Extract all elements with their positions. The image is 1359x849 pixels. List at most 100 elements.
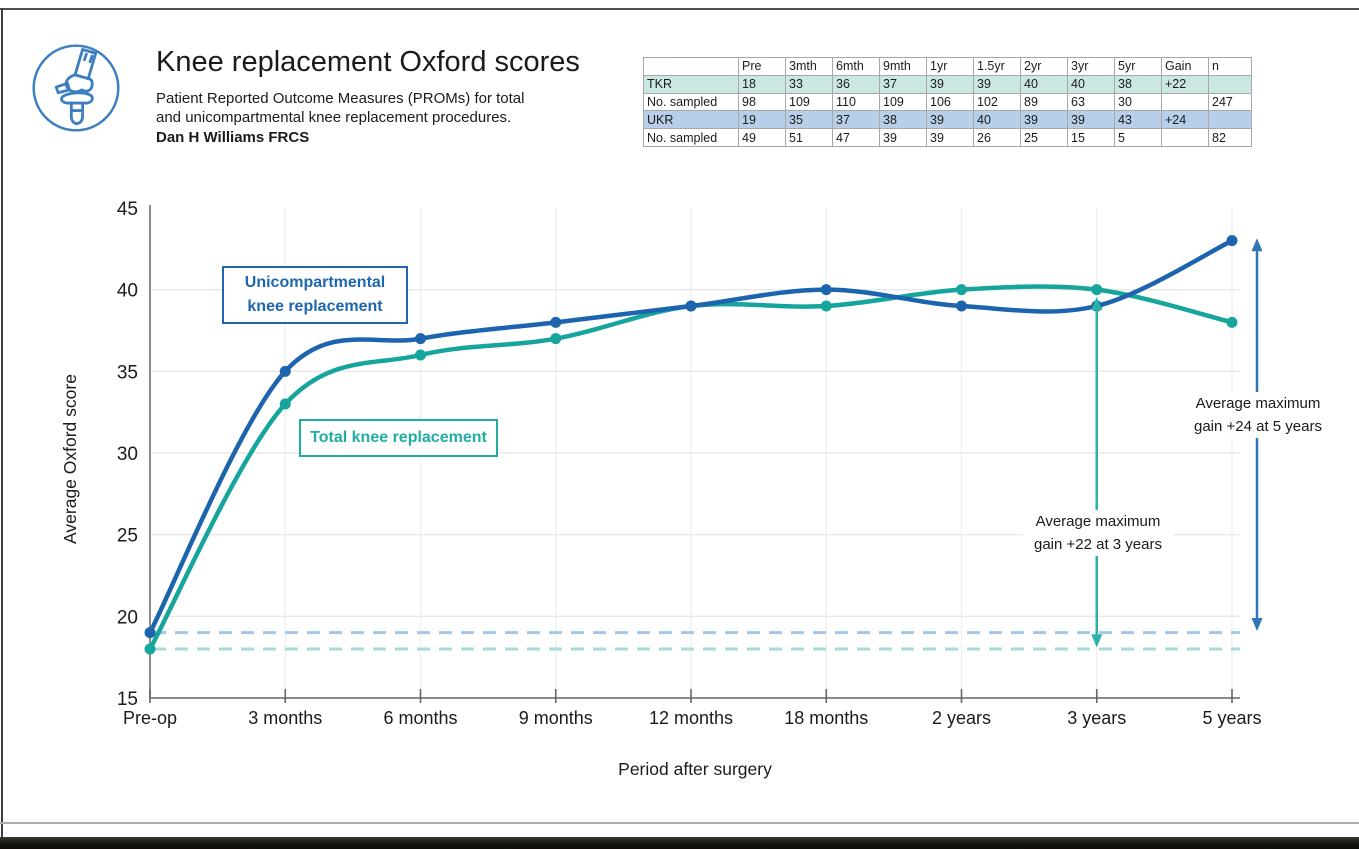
x-axis-title: Period after surgery — [618, 759, 772, 779]
x-tick-label: 2 years — [932, 708, 991, 728]
table-cell: 40 — [1067, 74, 1115, 94]
x-tick-label: 6 months — [383, 708, 457, 728]
table-cell: 30 — [1114, 92, 1162, 112]
annotation-gain-22: Average maximum gain +22 at 3 years — [1023, 510, 1173, 556]
table-cell: 49 — [738, 128, 786, 147]
arrow-head-down — [1251, 618, 1263, 632]
data-point — [1226, 316, 1238, 328]
subtitle-line-1: Patient Reported Outcome Measures (PROMs… — [156, 90, 525, 107]
table-cell: 39 — [1020, 110, 1068, 130]
table-cell: 89 — [1020, 92, 1068, 112]
table-column-header: 5yr — [1114, 57, 1162, 76]
table-cell: UKR — [643, 110, 739, 130]
table-cell: 40 — [973, 110, 1021, 130]
slide-bottom-bar — [0, 837, 1359, 849]
y-tick-label: 25 — [117, 526, 138, 547]
data-point — [956, 300, 967, 312]
x-tick-label: 3 months — [248, 708, 322, 728]
data-point — [415, 333, 426, 345]
table-cell: TKR — [643, 74, 739, 94]
table-cell: 51 — [785, 128, 833, 147]
table-cell: 18 — [738, 74, 786, 94]
data-point — [279, 365, 291, 377]
table-cell: 39 — [926, 128, 974, 147]
slide-bottom-border — [0, 822, 1359, 824]
table-cell: 63 — [1067, 92, 1115, 112]
table-cell: +22 — [1161, 74, 1209, 94]
table-cell: 25 — [1020, 128, 1068, 147]
y-tick-label: 20 — [117, 607, 138, 628]
data-point — [550, 333, 562, 345]
table-cell: 98 — [738, 92, 786, 112]
table-cell: 43 — [1114, 110, 1162, 130]
table-cell: 102 — [973, 92, 1021, 112]
table-cell: 40 — [1020, 74, 1068, 94]
table-cell: 82 — [1208, 128, 1252, 147]
table-column-header: 9mth — [879, 57, 927, 76]
legend-box-total-knee: Total knee replacement — [299, 419, 498, 457]
legend-ukr-line-1: Unicompartmental — [244, 274, 386, 291]
data-point — [685, 300, 697, 312]
annotation-gain-24: Average maximum gain +24 at 5 years — [1183, 392, 1333, 438]
table-header-row: Pre 3mth 6mth 9mth 1yr 1.5yr 2yr 3yr 5yr Gain n — [643, 57, 1252, 76]
table-cell: 15 — [1067, 128, 1115, 147]
table-cell: 109 — [785, 92, 833, 112]
table-cell: 38 — [1114, 74, 1162, 94]
table-row: No. sampled 49 51 47 39 39 26 25 15 5 82 — [643, 128, 1252, 147]
x-tick-label: 9 months — [519, 708, 593, 728]
data-point — [956, 284, 967, 296]
table-column-header: n — [1208, 57, 1252, 76]
data-point — [820, 284, 832, 296]
table-row: TKR 18 33 36 37 39 39 40 40 38 +22 — [643, 74, 1252, 94]
table-column-header: 1yr — [926, 57, 974, 76]
x-tick-label: Pre-op — [123, 708, 177, 728]
table-column-header: 2yr — [1020, 57, 1068, 76]
table-cell: 39 — [973, 74, 1021, 94]
data-point — [415, 349, 426, 361]
table-column-header: 3mth — [785, 57, 833, 76]
legend-box-unicompartmental: Unicompartmental knee replacement — [222, 266, 408, 324]
arrow-head-up — [1091, 297, 1103, 311]
legend-tkr-line-1: Total knee replacement — [310, 429, 487, 446]
table-cell: 19 — [738, 110, 786, 130]
author-name: Dan H Williams FRCS — [156, 129, 310, 146]
table-cell — [1161, 128, 1209, 147]
x-tick-label: 3 years — [1067, 708, 1126, 728]
table-cell: 39 — [926, 74, 974, 94]
data-point — [550, 316, 562, 328]
table-cell: 26 — [973, 128, 1021, 147]
table-column-header — [643, 57, 739, 76]
table-cell: No. sampled — [643, 128, 739, 147]
slide-left-border — [1, 8, 3, 837]
page-title: Knee replacement Oxford scores — [156, 46, 580, 78]
slide-top-border — [0, 8, 1359, 10]
x-tick-label: 18 months — [784, 708, 868, 728]
annotation-gain-22-line-1: Average maximum — [1035, 513, 1161, 530]
table-cell: 33 — [785, 74, 833, 94]
data-point — [279, 398, 291, 410]
table-cell: 39 — [926, 110, 974, 130]
y-tick-label: 15 — [117, 689, 138, 710]
table-cell: 5 — [1114, 128, 1162, 147]
table-cell: 35 — [785, 110, 833, 130]
data-point — [1091, 284, 1103, 296]
table-cell: 38 — [879, 110, 927, 130]
table-cell: 106 — [926, 92, 974, 112]
data-point — [144, 643, 156, 655]
annotation-gain-22-line-2: gain +22 at 3 years — [1033, 536, 1162, 553]
table-column-header: 6mth — [832, 57, 880, 76]
subtitle-line-2: and unicompartmental knee replacement pr… — [156, 109, 512, 126]
legend-ukr-line-2: knee replacement — [247, 298, 383, 315]
table-column-header: Pre — [738, 57, 786, 76]
arrow-head-up — [1251, 238, 1263, 252]
page-subtitle: Patient Reported Outcome Measures (PROMs… — [156, 89, 626, 127]
table-cell: 36 — [832, 74, 880, 94]
knee-prosthesis-icon — [32, 44, 120, 132]
table-cell: 39 — [879, 128, 927, 147]
arrow-head-down — [1091, 634, 1103, 648]
table-row: No. sampled 98 109 110 109 106 102 89 63 30 247 — [643, 92, 1252, 112]
header-title-block: Knee replacement Oxford scores Patient R… — [156, 46, 626, 146]
data-point — [820, 300, 832, 312]
prom-summary-table: Pre 3mth 6mth 9mth 1yr 1.5yr 2yr 3yr 5yr Gain n TK… — [643, 57, 1252, 147]
data-point — [144, 627, 156, 639]
